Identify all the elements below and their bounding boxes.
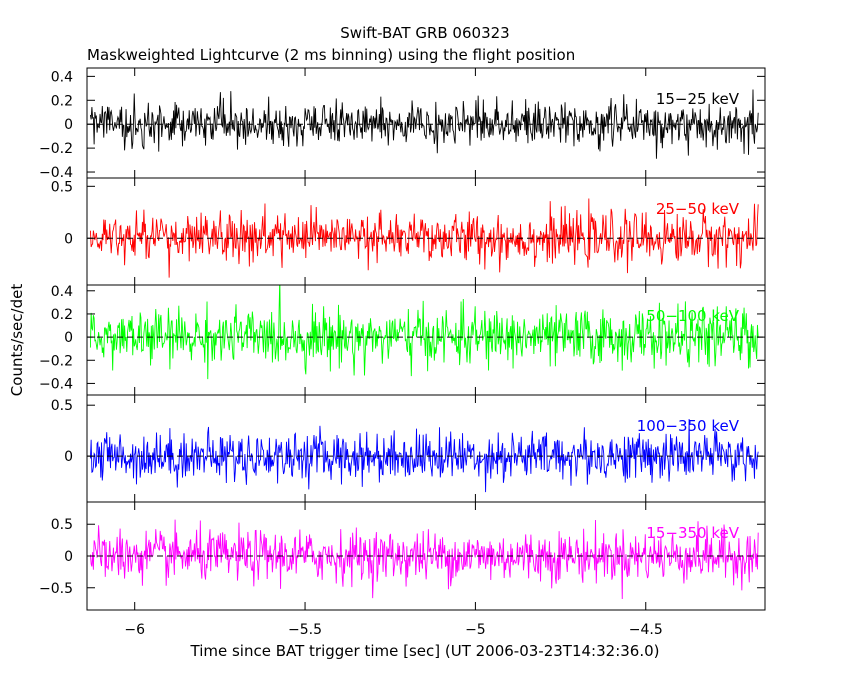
series-label-5: 15−350 keV <box>646 524 739 542</box>
y-tick-label: 0 <box>64 449 73 465</box>
series-line-2 <box>89 198 759 278</box>
series-label-4: 100−350 keV <box>637 417 740 435</box>
y-tick-label: 0.2 <box>51 93 73 109</box>
panel-5: −0.5 0 0.5 15−350 keV <box>39 501 766 611</box>
chart-title: Swift-BAT GRB 060323 <box>340 24 509 42</box>
y-tick-label: 0.4 <box>51 69 73 85</box>
series-label-2: 25−50 keV <box>656 200 740 218</box>
y-tick-label: 0.4 <box>51 284 73 300</box>
y-tick-label: 0 <box>64 330 73 346</box>
y-tick-label: 0 <box>64 549 73 565</box>
y-tick-label: 0.2 <box>51 307 73 323</box>
y-tick-label: −0.2 <box>39 353 73 369</box>
panel-1: −0.4 −0.2 0 0.2 0.4 15−25 keV <box>39 67 766 181</box>
series-label-1: 15−25 keV <box>656 90 740 108</box>
y-tick-label: −0.2 <box>39 141 73 157</box>
y-tick-label: −0.4 <box>39 376 73 392</box>
x-tick-label: −6 <box>124 622 145 638</box>
y-tick-label: 0 <box>64 231 73 247</box>
panel-3: −0.4 −0.2 0 0.2 0.4 50−100 keV <box>39 284 766 396</box>
panel-2: 0 0.5 25−50 keV <box>51 177 766 286</box>
chart-subtitle: Maskweighted Lightcurve (2 ms binning) u… <box>87 46 575 64</box>
y-tick-label: 0.5 <box>51 179 73 195</box>
y-axis-label: Counts/sec/det <box>8 284 26 397</box>
y-tick-label: −0.5 <box>39 581 73 597</box>
series-line-4 <box>89 419 759 493</box>
y-tick-label: 0.5 <box>51 517 73 533</box>
x-tick-label: −4.5 <box>629 622 663 638</box>
y-tick-label: −0.4 <box>39 165 73 181</box>
series-label-3: 50−100 keV <box>646 307 739 325</box>
panel-4: 0 0.5 100−350 keV <box>51 394 766 503</box>
x-tick-label: −5.5 <box>288 622 322 638</box>
y-tick-label: 0 <box>64 117 73 133</box>
series-line-1 <box>89 89 759 159</box>
y-tick-label: 0.5 <box>51 398 73 414</box>
panels-layer: −0.4 −0.2 0 0.2 0.4 15−25 keV 0 0.5 25−50 keV −0.… <box>39 67 766 638</box>
series-line-3 <box>89 285 759 380</box>
x-tick-label: −5 <box>465 622 486 638</box>
series-line-5 <box>89 519 759 599</box>
x-axis-label: Time since BAT trigger time [sec] (UT 20… <box>190 642 660 660</box>
